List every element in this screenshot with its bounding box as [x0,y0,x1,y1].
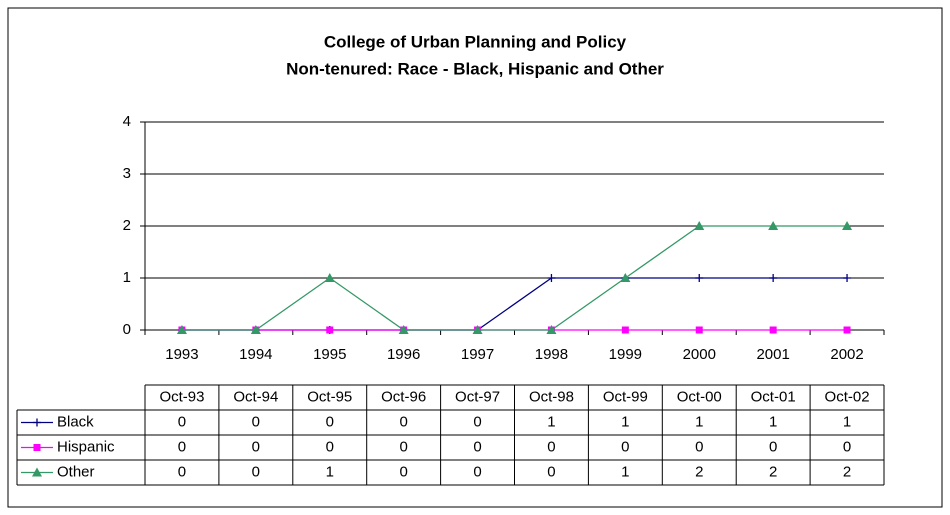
data-point [695,326,703,334]
data-point [472,325,483,334]
y-tick-label: 2 [123,217,131,234]
data-point [768,221,779,230]
data-point [398,325,409,334]
x-tick-label: 1998 [535,346,568,363]
x-tick-label: 1997 [461,346,494,363]
table-header: Oct-98 [529,388,574,405]
data-point [250,325,261,334]
data-point [695,274,704,282]
data-point [769,326,777,334]
data-point [694,221,705,230]
legend-label: Black [57,413,94,430]
table-header: Oct-93 [159,388,204,405]
table-cell: 1 [547,413,555,430]
x-tick-label: 1994 [239,346,272,363]
y-tick-label: 4 [123,113,131,130]
data-point [843,274,852,282]
legend-marker [33,444,41,451]
table-cell: 0 [769,438,777,455]
x-tick-label: 2001 [756,346,789,363]
table-cell: 0 [178,438,186,455]
data-point [324,273,335,282]
table-cell: 0 [178,463,186,480]
table-cell: 1 [621,463,629,480]
data-point [842,221,853,230]
table-cell: 0 [473,463,481,480]
table-cell: 0 [326,413,334,430]
x-tick-label: 2002 [830,346,863,363]
y-tick-label: 3 [123,165,131,182]
table-header: Oct-02 [825,388,870,405]
table-cell: 1 [843,413,851,430]
legend-marker [32,467,42,477]
data-point [326,326,334,334]
chart-border [7,7,943,508]
x-tick-label: 1999 [609,346,642,363]
data-point [620,273,631,282]
table-header: Oct-97 [455,388,500,405]
table-cell: 0 [621,438,629,455]
data-point [176,325,187,334]
table-cell: 1 [621,413,629,430]
chart-subtitle: Non-tenured: Race - Black, Hispanic and … [286,59,664,78]
data-point [621,326,629,334]
x-tick-label: 1996 [387,346,420,363]
table-cell: 0 [473,438,481,455]
legend-label: Hispanic [57,438,115,455]
series-line [181,225,848,331]
table-cell: 0 [843,438,851,455]
x-tick-label: 2000 [683,346,716,363]
table-cell: 0 [399,463,407,480]
table-cell: 0 [695,438,703,455]
y-tick-label: 0 [123,321,131,338]
y-tick-label: 1 [123,269,131,286]
data-point [547,274,556,282]
table-header: Oct-96 [381,388,426,405]
table-cell: 0 [473,413,481,430]
table-cell: 2 [695,463,703,480]
table-header: Oct-95 [307,388,352,405]
x-tick-label: 1993 [165,346,198,363]
table-cell: 0 [547,463,555,480]
data-point [769,274,778,282]
table-cell: 2 [769,463,777,480]
x-tick-label: 1995 [313,346,346,363]
chart-title: College of Urban Planning and Policy [324,32,627,51]
table-cell: 1 [695,413,703,430]
data-point [546,325,557,334]
table-cell: 2 [843,463,851,480]
table-cell: 1 [769,413,777,430]
table-cell: 0 [326,438,334,455]
table-header: Oct-94 [233,388,278,405]
table-header: Oct-01 [751,388,796,405]
table-cell: 0 [252,438,260,455]
data-point [843,326,851,334]
table-cell: 0 [252,463,260,480]
table-header: Oct-00 [677,388,722,405]
table-header: Oct-99 [603,388,648,405]
table-cell: 1 [326,463,334,480]
legend-marker [33,418,41,427]
table-cell: 0 [399,413,407,430]
legend-label: Other [57,463,95,480]
table-cell: 0 [399,438,407,455]
table-cell: 0 [178,413,186,430]
table-cell: 0 [547,438,555,455]
table-cell: 0 [252,413,260,430]
